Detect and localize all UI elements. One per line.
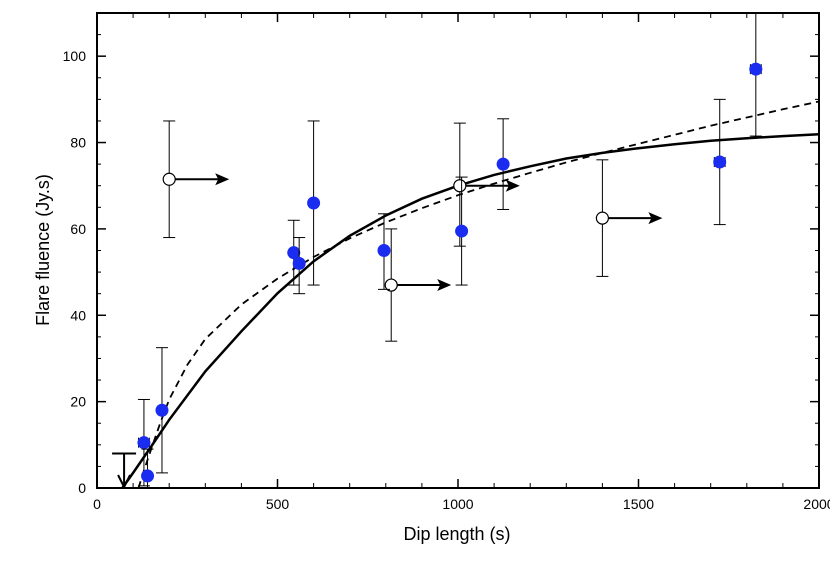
x-tick-label: 0 [93,496,101,512]
y-tick-label: 60 [70,221,86,237]
x-tick-label: 1500 [623,496,654,512]
y-tick-label: 0 [78,480,86,496]
y-tick-label: 40 [70,307,86,323]
x-tick-label: 500 [266,496,290,512]
fit-curve-dashed [137,100,819,488]
open-circle-point [162,172,176,186]
lower-limit-arrow-head [437,279,452,292]
y-tick-label: 80 [70,135,86,151]
lower-limit-arrow-head [505,179,520,192]
filled-data-point [155,403,169,417]
x-tick-label: 1000 [442,496,473,512]
filled-data-point [713,155,727,169]
filled-data-point [292,256,306,270]
plot-frame [96,12,820,489]
filled-data-point [137,436,151,450]
y-axis-title: Flare fluence (Jy.s) [33,174,53,326]
upper-limit-arrow-head [117,474,131,488]
filled-data-point [307,196,321,210]
open-circle-point [384,278,398,292]
open-circle-point [453,179,467,193]
x-axis-title: Dip length (s) [403,524,510,544]
filled-data-point [141,469,155,483]
open-circle-point [595,211,610,225]
fit-curve-solid [121,133,819,488]
filled-data-point [455,224,469,238]
lower-limit-arrow-head [215,173,230,186]
plot-area [112,12,819,489]
filled-data-point [496,157,510,171]
filled-data-point [287,246,301,260]
lower-limit-arrow-head [648,212,663,225]
y-tick-label: 20 [70,394,86,410]
y-tick-label: 100 [63,48,87,64]
filled-data-point [377,244,391,257]
filled-data-point [749,62,763,76]
